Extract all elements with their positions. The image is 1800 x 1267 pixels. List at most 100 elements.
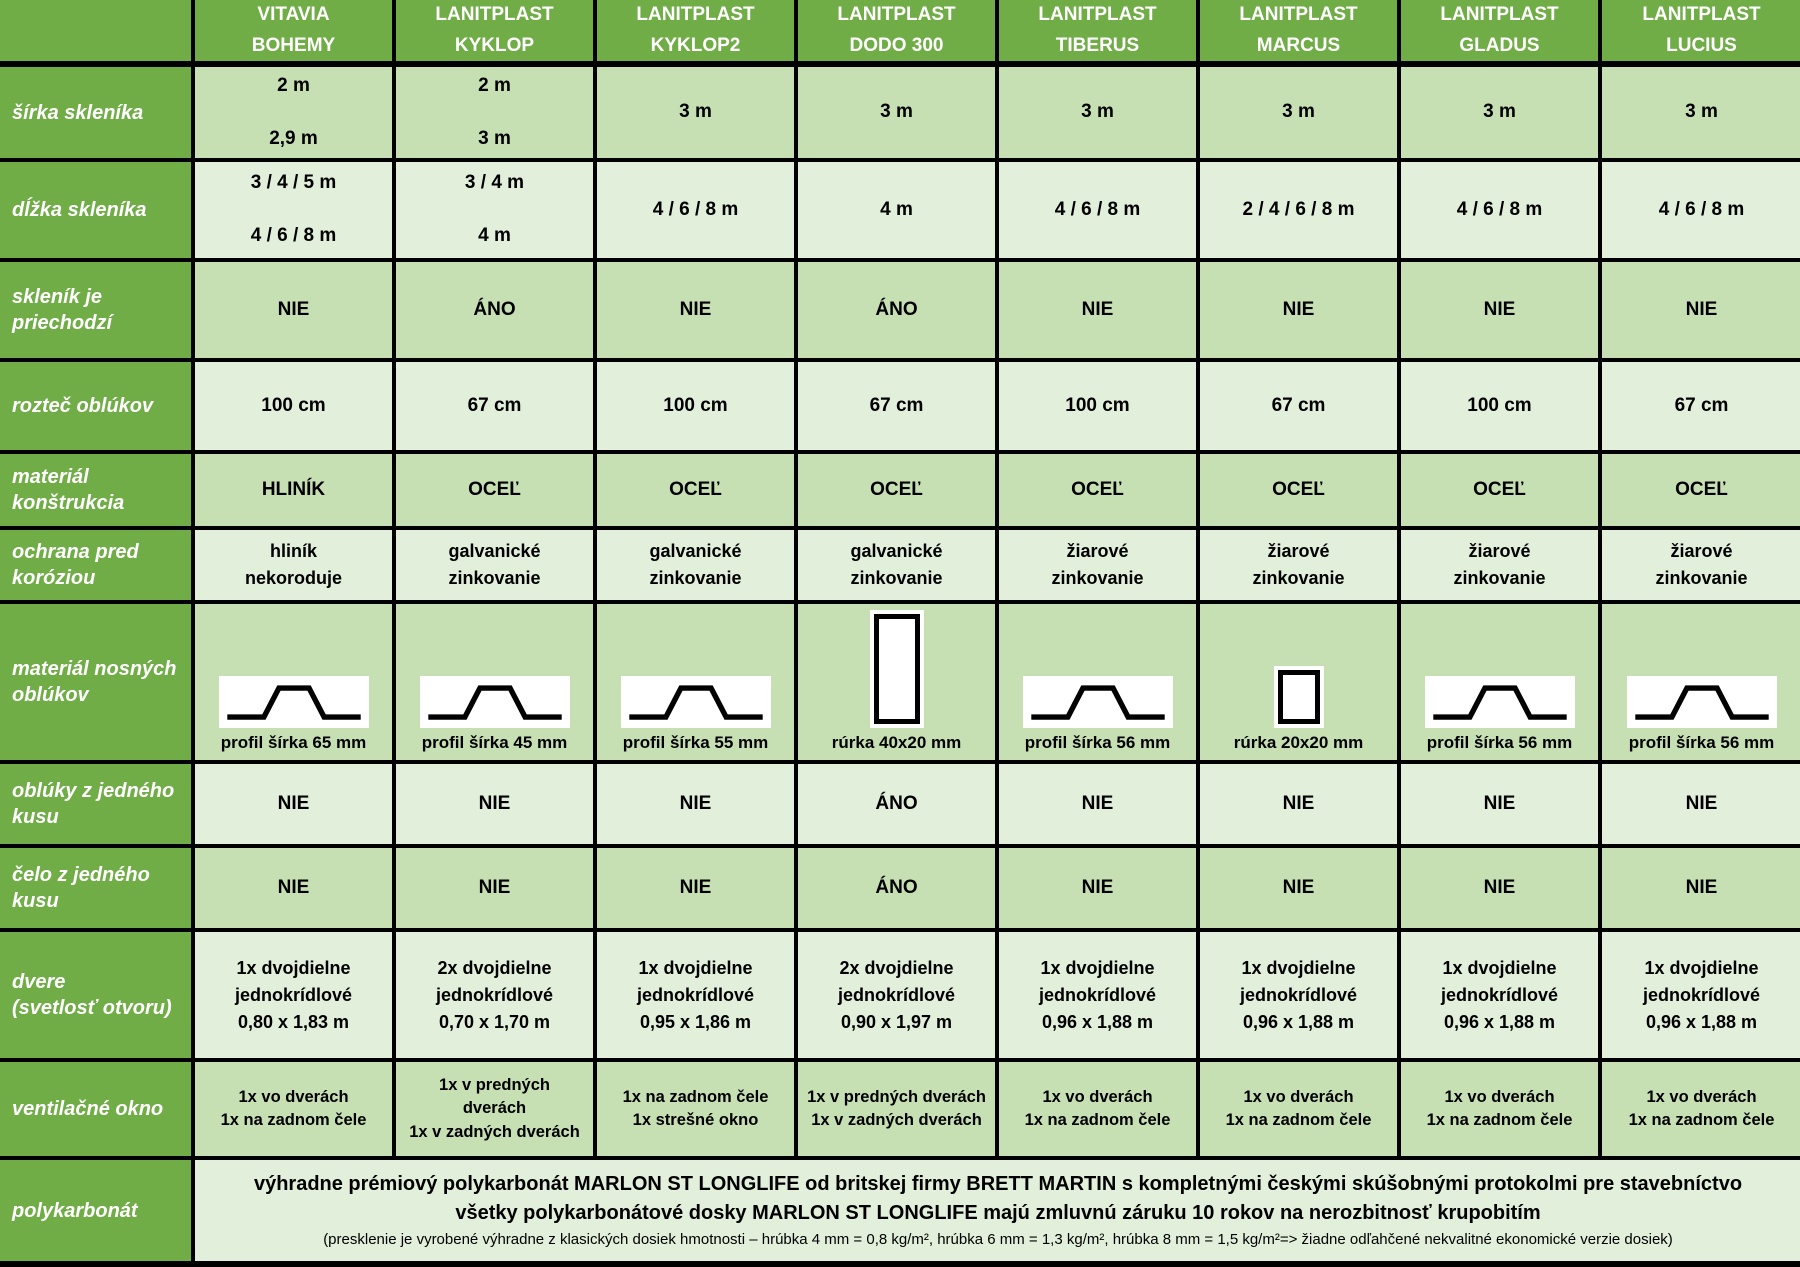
cell-roztec-col5: 67 cm <box>1196 358 1401 454</box>
hat-profile-icon <box>419 676 570 729</box>
cell-dvere-col2: 1x dvojdielne jednokrídlové 0,95 x 1,86 … <box>593 928 798 1062</box>
cell-material-col4: OCEĽ <box>995 450 1200 530</box>
cell-obluky-col2: NIE <box>593 760 798 848</box>
cell-obluky-col6: NIE <box>1397 760 1602 848</box>
cell-okno-col1: 1x v predných dverách 1x v zadných dverá… <box>392 1058 597 1160</box>
cell-dvere-col6: 1x dvojdielne jednokrídlové 0,96 x 1,88 … <box>1397 928 1602 1062</box>
hat-profile-icon <box>1626 676 1777 729</box>
cell-okno-col6: 1x vo dverách 1x na zadnom čele <box>1397 1058 1602 1160</box>
table-row-material: materiál konštrukcia HLINÍK OCEĽ OCEĽ OCEĽ OC… <box>0 450 1800 530</box>
cell-celo-col6: NIE <box>1397 844 1602 932</box>
profile-caption: rúrka 20x20 mm <box>1233 733 1364 753</box>
column-header-4: LANITPLAST TIBERUS <box>995 0 1200 67</box>
row-label-material: materiál konštrukcia <box>0 450 195 530</box>
row-label-dvere: dvere (svetlosť otvoru) <box>0 928 195 1062</box>
cell-sirka-col2: 3 m <box>593 62 798 162</box>
cell-ochrana-col0: hliník nekoroduje <box>191 526 396 604</box>
cell-material-col6: OCEĽ <box>1397 450 1602 530</box>
hat-profile-icon <box>218 676 369 729</box>
cell-roztec-col6: 100 cm <box>1397 358 1602 454</box>
cell-sirka-col6: 3 m <box>1397 62 1602 162</box>
cell-profil-col4: profil šírka 56 mm <box>995 600 1200 764</box>
cell-dvere-col7: 1x dvojdielne jednokrídlové 0,96 x 1,88 … <box>1598 928 1800 1062</box>
cell-profil-col6: profil šírka 56 mm <box>1397 600 1602 764</box>
cell-dvere-col5: 1x dvojdielne jednokrídlové 0,96 x 1,88 … <box>1196 928 1401 1062</box>
cell-roztec-col1: 67 cm <box>392 358 597 454</box>
cell-material-col5: OCEĽ <box>1196 450 1401 530</box>
cell-obluky-col1: NIE <box>392 760 597 848</box>
cell-okno-col5: 1x vo dverách 1x na zadnom čele <box>1196 1058 1401 1160</box>
tube-40x20-icon <box>873 614 920 725</box>
cell-priechodzi-col1: ÁNO <box>392 258 597 362</box>
row-label-obluky: oblúky z jedného kusu <box>0 760 195 848</box>
row-label-polykarbonat: polykarbonát <box>0 1156 195 1267</box>
table-row-obluky: oblúky z jedného kusu NIE NIE NIE ÁNO NIE NIE N… <box>0 760 1800 848</box>
table-row-polykarbonat: polykarbonát výhradne prémiový polykarbon… <box>0 1156 1800 1267</box>
cell-dvere-col1: 2x dvojdielne jednokrídlové 0,70 x 1,70 … <box>392 928 597 1062</box>
table-row-priechodzi: skleník je priechodzí NIE ÁNO NIE ÁNO NIE NIE N… <box>0 258 1800 362</box>
cell-dlzka-col5: 2 / 4 / 6 / 8 m <box>1196 158 1401 262</box>
cell-profil-col0: profil šírka 65 mm <box>191 600 396 764</box>
cell-dlzka-col1: 3 / 4 m 4 m <box>392 158 597 262</box>
corner-cell <box>0 0 195 67</box>
header-row: VITAVIA BOHEMY LANITPLAST KYKLOP LANITPLAS… <box>0 0 1800 67</box>
cell-profil-col3: rúrka 40x20 mm <box>794 600 999 764</box>
cell-priechodzi-col7: NIE <box>1598 258 1800 362</box>
cell-roztec-col3: 67 cm <box>794 358 999 454</box>
table-row-roztec: rozteč oblúkov 100 cm 67 cm 100 cm 67 cm 100 … <box>0 358 1800 454</box>
row-label-roztec: rozteč oblúkov <box>0 358 195 454</box>
cell-ochrana-col2: galvanické zinkovanie <box>593 526 798 604</box>
polycarbonate-note-line-3: (presklenie je vyrobené výhradne z klasi… <box>323 1230 1673 1248</box>
cell-sirka-col0: 2 m 2,9 m <box>191 62 396 162</box>
table-row-ochrana: ochrana pred koróziou hliník nekoroduje ga… <box>0 526 1800 604</box>
cell-dvere-col3: 2x dvojdielne jednokrídlové 0,90 x 1,97 … <box>794 928 999 1062</box>
cell-dlzka-col6: 4 / 6 / 8 m <box>1397 158 1602 262</box>
profile-caption: rúrka 40x20 mm <box>831 733 962 753</box>
cell-celo-col2: NIE <box>593 844 798 932</box>
cell-okno-col7: 1x vo dverách 1x na zadnom čele <box>1598 1058 1800 1160</box>
cell-celo-col0: NIE <box>191 844 396 932</box>
column-header-1: LANITPLAST KYKLOP <box>392 0 597 67</box>
cell-obluky-col3: ÁNO <box>794 760 999 848</box>
cell-material-col1: OCEĽ <box>392 450 597 530</box>
cell-dvere-col0: 1x dvojdielne jednokrídlové 0,80 x 1,83 … <box>191 928 396 1062</box>
table-row-okno: ventilačné okno 1x vo dverách 1x na zadno… <box>0 1058 1800 1160</box>
cell-ochrana-col3: galvanické zinkovanie <box>794 526 999 604</box>
cell-roztec-col0: 100 cm <box>191 358 396 454</box>
cell-obluky-col5: NIE <box>1196 760 1401 848</box>
cell-sirka-col7: 3 m <box>1598 62 1800 162</box>
cell-dlzka-col2: 4 / 6 / 8 m <box>593 158 798 262</box>
cell-priechodzi-col3: ÁNO <box>794 258 999 362</box>
column-header-3: LANITPLAST DODO 300 <box>794 0 999 67</box>
cell-obluky-col7: NIE <box>1598 760 1800 848</box>
column-header-5: LANITPLAST MARCUS <box>1196 0 1401 67</box>
cell-celo-col3: ÁNO <box>794 844 999 932</box>
cell-dlzka-col3: 4 m <box>794 158 999 262</box>
cell-ochrana-col7: žiarové zinkovanie <box>1598 526 1800 604</box>
profile-caption: profil šírka 55 mm <box>622 733 769 753</box>
cell-material-col0: HLINÍK <box>191 450 396 530</box>
table-row-celo: čelo z jedného kusu NIE NIE NIE ÁNO NIE NIE NIE… <box>0 844 1800 932</box>
cell-dlzka-col7: 4 / 6 / 8 m <box>1598 158 1800 262</box>
cell-okno-col0: 1x vo dverách 1x na zadnom čele <box>191 1058 396 1160</box>
polycarbonate-note-line-1: výhradne prémiový polykarbonát MARLON ST… <box>253 1172 1743 1195</box>
table-row-profil: materiál nosných oblúkov profil šírka 65 … <box>0 600 1800 764</box>
cell-celo-col7: NIE <box>1598 844 1800 932</box>
cell-material-col2: OCEĽ <box>593 450 798 530</box>
cell-priechodzi-col4: NIE <box>995 258 1200 362</box>
row-label-sirka: šírka skleníka <box>0 62 195 162</box>
cell-obluky-col4: NIE <box>995 760 1200 848</box>
row-label-priechodzi: skleník je priechodzí <box>0 258 195 362</box>
profile-figure: profil šírka 56 mm <box>1001 676 1194 758</box>
cell-priechodzi-col0: NIE <box>191 258 396 362</box>
cell-ochrana-col5: žiarové zinkovanie <box>1196 526 1401 604</box>
profile-figure: profil šírka 55 mm <box>599 676 792 758</box>
cell-priechodzi-col2: NIE <box>593 258 798 362</box>
column-header-2: LANITPLAST KYKLOP2 <box>593 0 798 67</box>
cell-celo-col5: NIE <box>1196 844 1401 932</box>
hat-profile-icon <box>1424 676 1575 729</box>
cell-roztec-col7: 67 cm <box>1598 358 1800 454</box>
row-label-dlzka: dĺžka skleníka <box>0 158 195 262</box>
cell-sirka-col5: 3 m <box>1196 62 1401 162</box>
